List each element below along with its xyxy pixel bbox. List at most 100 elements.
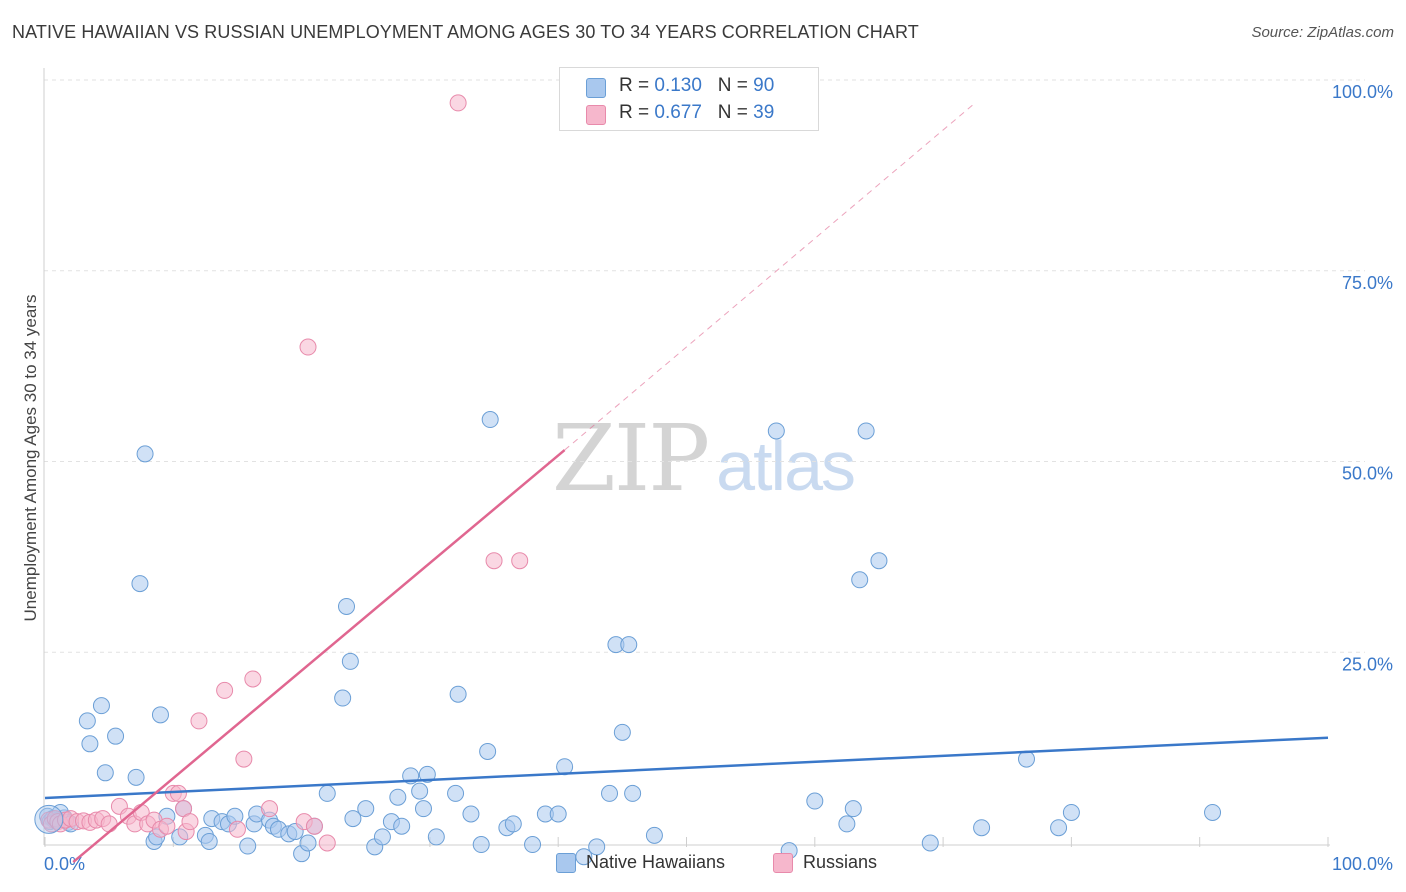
legend-n-label: N =	[717, 75, 748, 96]
russian-point	[181, 813, 199, 831]
native-hawaiian-point	[479, 742, 497, 760]
x-tick-label-max: 100.0%	[1332, 854, 1393, 874]
native-hawaiian-point	[92, 697, 110, 715]
native-hawaiian-point	[1062, 803, 1080, 821]
native-hawaiian-point	[127, 768, 145, 786]
native-hawaiian-point	[472, 836, 490, 854]
native-hawaiian-point	[357, 800, 375, 818]
y-tick-label: 75.0%	[1342, 273, 1393, 293]
legend-r-value: 0.677	[654, 102, 702, 123]
x-tick-label-min: 0.0%	[44, 854, 85, 874]
native-hawaiian-point	[389, 788, 407, 806]
russian-trendline	[72, 449, 566, 864]
native-hawaiian-point	[620, 636, 638, 654]
native-hawaiian-point	[481, 411, 499, 429]
native-hawaiian-point	[504, 815, 522, 833]
native-hawaiian-point	[299, 834, 317, 852]
native-hawaiian-point	[151, 706, 169, 724]
native-hawaiian-point	[806, 792, 824, 810]
russian-point	[158, 817, 176, 835]
native-hawaiian-point	[767, 422, 785, 440]
legend-r-label: R =	[619, 75, 650, 96]
native-hawaiian-point	[81, 735, 99, 753]
zipatlas-watermark: ZIP atlas	[552, 405, 856, 512]
russian-point	[100, 815, 118, 833]
legend-n-label: N =	[717, 102, 748, 123]
native-hawaiian-point	[373, 828, 391, 846]
y-tick-label: 100.0%	[1332, 82, 1393, 102]
series-legend-label: Native Hawaiians	[586, 852, 726, 872]
russian-point	[318, 834, 336, 852]
native-hawaiian-point	[200, 832, 218, 850]
native-hawaiian-point	[462, 805, 480, 823]
russian-point	[305, 817, 323, 835]
native-hawaiian-point	[393, 817, 411, 835]
native-hawaiian-point	[411, 782, 429, 800]
russian-point	[449, 94, 467, 112]
native-hawaiian-point	[78, 712, 96, 730]
native-hawaiian-point	[921, 834, 939, 852]
native-hawaiian-point	[601, 784, 619, 802]
russian-point	[511, 552, 529, 570]
native-hawaiian-trendline	[44, 736, 1329, 800]
y-tick-label: 25.0%	[1342, 654, 1393, 674]
russian-point	[244, 670, 262, 688]
native-hawaiian-point	[645, 826, 663, 844]
native-hawaiian-point	[624, 784, 642, 802]
native-hawaiian-point	[549, 805, 567, 823]
legend-r-value: 0.130	[654, 75, 702, 96]
russian-point	[190, 712, 208, 730]
native-hawaiian-point	[344, 810, 362, 828]
native-hawaiian-point	[418, 765, 436, 783]
correlation-legend: R = 0.130 N = 90 R = 0.677 N = 39	[559, 67, 819, 131]
legend-n-value: 39	[753, 102, 775, 123]
series-swatch-blue	[556, 853, 576, 873]
native-hawaiian-point	[524, 836, 542, 854]
native-hawaiian-point	[136, 445, 154, 463]
native-hawaiian-point	[427, 828, 445, 846]
native-hawaiian-point	[1017, 750, 1035, 768]
native-hawaiian-point	[449, 685, 467, 703]
russian-point	[235, 750, 253, 768]
legend-swatch-blue	[586, 78, 606, 98]
legend-swatch-pink	[586, 105, 606, 125]
series-legend-label: Russians	[803, 852, 878, 872]
y-axis-label: Unemployment Among Ages 30 to 34 years	[21, 294, 40, 622]
native-hawaiian-point	[857, 422, 875, 440]
native-hawaiian-point	[107, 727, 125, 745]
native-hawaiian-point	[973, 819, 991, 837]
native-hawaiian-point	[341, 652, 359, 670]
russian-trendline-extension	[564, 102, 976, 451]
native-hawaiian-point	[96, 764, 114, 782]
native-hawaiian-point	[613, 723, 631, 741]
native-hawaiian-point	[588, 838, 606, 856]
native-hawaiian-point	[318, 784, 336, 802]
native-hawaiian-point	[447, 784, 465, 802]
native-hawaiian-cluster-point	[34, 804, 64, 834]
native-hawaiian-point	[1050, 819, 1068, 837]
russian-point	[228, 820, 246, 838]
native-hawaiian-point	[1204, 803, 1222, 821]
native-hawaiian-point	[414, 800, 432, 818]
russian-point	[169, 784, 187, 802]
watermark-atlas: atlas	[716, 427, 856, 505]
native-hawaiian-point	[851, 571, 869, 589]
native-hawaiian-point	[131, 575, 149, 593]
native-hawaiian-point	[844, 800, 862, 818]
russian-point	[485, 552, 503, 570]
native-hawaiian-point	[338, 597, 356, 615]
chart-title: NATIVE HAWAIIAN VS RUSSIAN UNEMPLOYMENT …	[12, 22, 919, 42]
native-hawaiian-point	[838, 815, 856, 833]
native-hawaiian-point	[239, 837, 257, 855]
y-tick-label: 50.0%	[1342, 464, 1393, 484]
source-label: Source: ZipAtlas.com	[1251, 24, 1394, 41]
legend-r-label: R =	[619, 102, 650, 123]
russian-point	[261, 800, 279, 818]
native-hawaiian-point	[870, 552, 888, 570]
russian-point	[299, 338, 317, 356]
legend-n-value: 90	[753, 75, 775, 96]
series-swatch-pink	[773, 853, 793, 873]
watermark-zip: ZIP	[552, 405, 710, 512]
russian-point	[216, 681, 234, 699]
